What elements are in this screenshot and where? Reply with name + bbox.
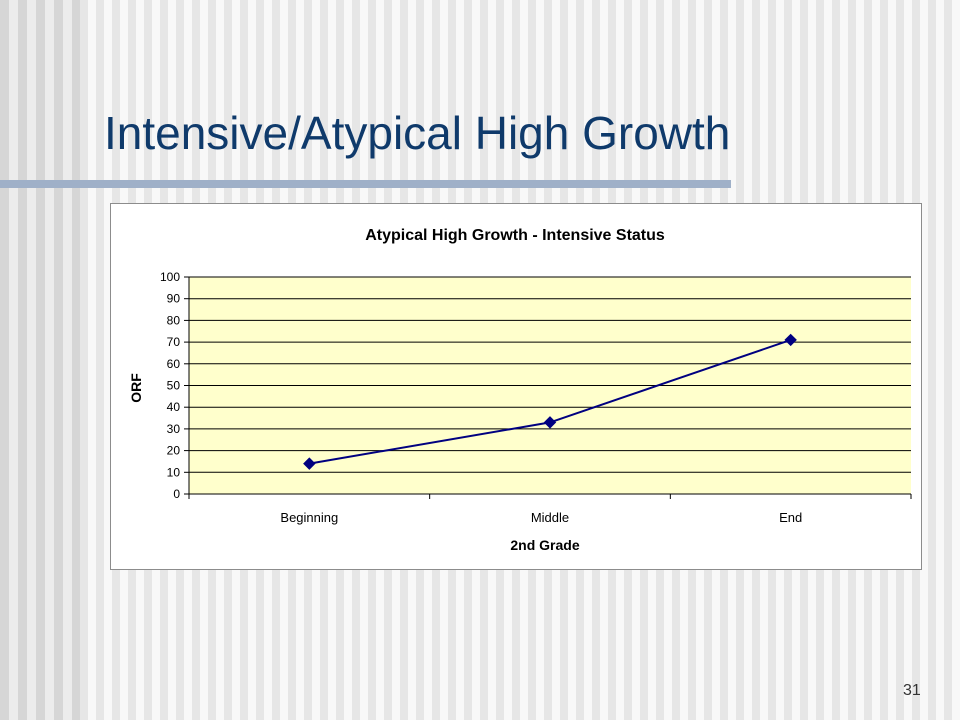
x-tick-label: Middle [531,510,569,525]
y-tick-label: 40 [167,400,181,414]
data-point-marker [543,416,557,429]
slide-title: Intensive/Atypical High Growth [104,107,731,159]
y-tick-label: 70 [167,335,181,349]
chart-container: 0 10 20 30 40 50 60 70 80 90 100 Beginning Middle End… [110,203,922,570]
y-axis-label: ORF [128,373,144,403]
y-tick-label: 20 [167,444,181,458]
x-tick-label: End [779,510,802,525]
slide-number: 31 [903,682,921,699]
x-axis-label: 2nd Grade [510,537,579,553]
title-underline [0,180,731,188]
y-tick-label: 0 [173,487,180,501]
data-point-marker [303,457,316,470]
line-chart: 0 10 20 30 40 50 60 70 80 90 100 Beginning Middle End… [128,227,912,553]
y-tick-label: 10 [167,465,181,479]
y-tick-label: 100 [160,270,180,284]
y-tick-label: 90 [167,292,181,306]
chart-title: Atypical High Growth - Intensive Status [365,227,665,244]
y-tick-label: 80 [167,313,181,327]
y-tick-label: 50 [167,379,181,393]
y-tick-label: 60 [167,357,181,371]
data-point-marker [784,333,797,347]
y-tick-label: 30 [167,422,181,436]
left-stripe-band [0,0,80,720]
x-tick-label: Beginning [280,510,338,525]
